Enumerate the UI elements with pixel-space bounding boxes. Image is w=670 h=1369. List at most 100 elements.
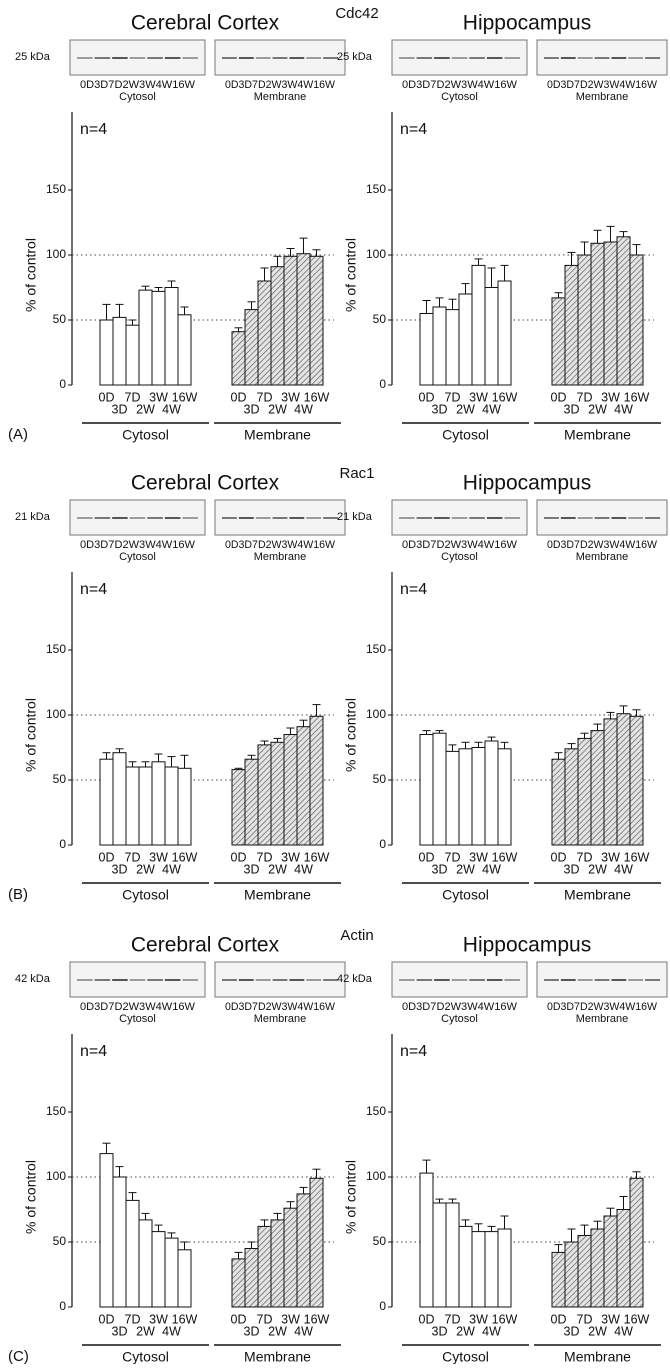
y-axis-label: % of control [23,1160,39,1234]
bar [152,762,165,845]
bar [459,294,472,385]
x-group-label: Cytosol [122,427,169,443]
blot-lanes: 0D3D7D2W3W4W16W [225,539,336,551]
x-tick-label: 3D [564,862,580,876]
blot-lanes: 0D3D7D2W3W4W16W [225,79,336,91]
x-tick-label: 3D [564,402,580,416]
bar [310,716,323,845]
bar [420,1173,433,1307]
x-tick-label: 3D [432,402,448,416]
blot-lanes: 0D3D7D2W3W4W16W [547,1001,658,1013]
bar [472,1232,485,1307]
x-tick-label: 16W [172,1312,198,1326]
blot-lanes: 0D3D7D2W3W4W16W [80,79,196,91]
bar [258,745,271,845]
chart-title: Hippocampus [463,12,591,35]
bar [178,768,191,845]
y-axis-label: % of control [343,1160,359,1234]
x-tick-label: 4W [614,862,633,876]
x-group-label: Membrane [564,1349,631,1364]
y-tick-label: 150 [46,182,66,196]
bar [152,291,165,385]
blot-lanes: 0D3D7D2W3W4W16W [80,1001,196,1013]
bar [139,1220,152,1307]
x-group-label: Membrane [244,1349,311,1364]
bar [433,307,446,385]
x-tick-label: 3D [112,402,128,416]
bar [630,716,643,845]
y-tick-label: 50 [373,772,387,786]
y-tick-label: 150 [46,1104,66,1118]
bar [100,759,113,845]
x-tick-label: 16W [624,1312,650,1326]
chart-title: Cerebral Cortex [131,12,280,35]
page: {"rows": [ {"label": "(A)", "protein": "… [0,0,670,1364]
panel-letter: (C) [8,1348,29,1364]
x-group-label: Cytosol [122,887,169,903]
x-tick-label: 16W [304,390,330,404]
blot-group: Membrane [254,1013,307,1025]
x-tick-label: 16W [492,850,518,864]
blot-kda: 42 kDa [15,973,51,985]
blot-lanes: 0D3D7D2W3W4W16W [402,539,518,551]
x-tick-label: 3D [112,862,128,876]
bar [245,310,258,385]
bar [578,255,591,385]
bar [165,288,178,386]
x-tick-label: 16W [624,390,650,404]
x-tick-label: 4W [482,1324,501,1338]
bar [565,1242,578,1307]
bar [245,759,258,845]
y-tick-label: 0 [59,377,66,391]
blot-lanes: 0D3D7D2W3W4W16W [225,1001,336,1013]
bar [630,1178,643,1307]
x-tick-label: 2W [268,862,287,876]
panel-letter: (A) [8,426,28,443]
blot-group: Membrane [254,551,307,563]
bar [232,1259,245,1307]
blot-lanes: 0D3D7D2W3W4W16W [547,539,658,551]
x-tick-label: 2W [456,862,475,876]
chart-title: Hippocampus [463,472,591,495]
x-tick-label: 3D [244,862,260,876]
bar [165,767,178,845]
x-tick-label: 16W [172,390,198,404]
bar [100,320,113,385]
bar [310,1178,323,1307]
y-tick-label: 0 [59,837,66,851]
x-tick-label: 3D [244,1324,260,1338]
x-tick-label: 2W [456,1324,475,1338]
bar [472,748,485,846]
blot-group: Cytosol [119,91,156,103]
bar [604,1216,617,1307]
y-tick-label: 50 [373,1234,387,1248]
x-tick-label: 3D [112,1324,128,1338]
blot-lanes: 0D3D7D2W3W4W16W [402,79,518,91]
bar [271,742,284,845]
chart-title: Hippocampus [463,934,591,957]
blot-kda: 25 kDa [337,51,373,63]
x-tick-label: 4W [294,1324,313,1338]
y-tick-label: 150 [366,182,386,196]
annotation: n=4 [80,121,107,138]
x-tick-label: 16W [172,850,198,864]
x-tick-label: 4W [294,862,313,876]
x-group-label: Cytosol [442,887,489,903]
y-tick-label: 100 [366,707,386,721]
x-tick-label: 16W [304,850,330,864]
figure: Cdc42(A)Rac1(B)Actin(C)Cerebral Cortex25… [0,0,670,1364]
x-tick-label: 4W [614,402,633,416]
y-tick-label: 100 [46,247,66,261]
blot-kda: 25 kDa [15,51,51,63]
x-tick-label: 3D [564,1324,580,1338]
annotation: n=4 [80,581,107,598]
x-tick-label: 16W [492,390,518,404]
bar [420,314,433,386]
bar [485,1232,498,1307]
bar [113,753,126,845]
x-tick-label: 4W [482,862,501,876]
blot-kda: 21 kDa [15,511,51,523]
x-tick-label: 2W [588,862,607,876]
chart-title: Cerebral Cortex [131,934,280,957]
bar [420,735,433,846]
